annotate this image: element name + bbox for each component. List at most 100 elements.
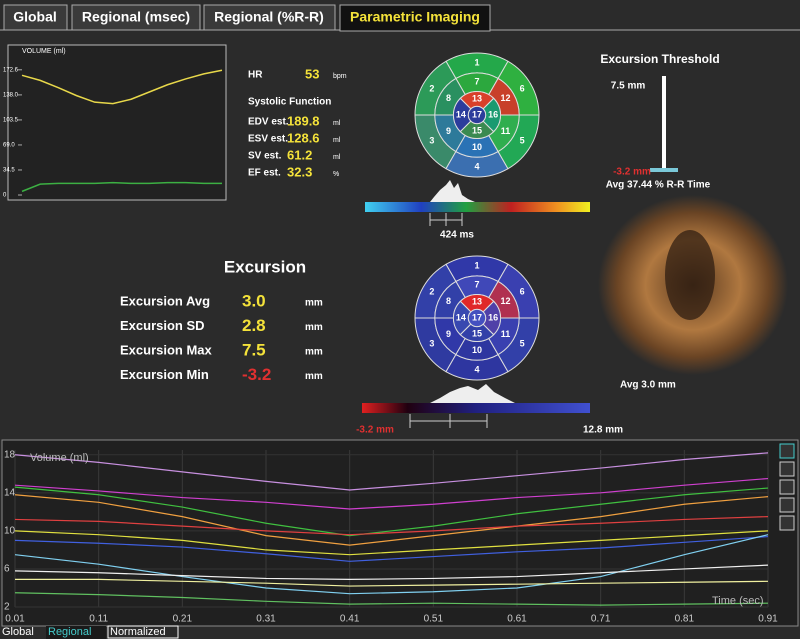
x-tick-label: 0.01	[5, 614, 25, 625]
volume-panel	[7, 44, 227, 201]
range-bracket	[409, 414, 488, 428]
color-bar	[365, 202, 590, 212]
segment-label: 8	[446, 296, 451, 306]
segment-label: 13	[472, 93, 482, 103]
color-bar	[362, 403, 590, 413]
segment-label: 2	[429, 286, 434, 296]
echo-cavity	[665, 230, 715, 320]
scale-min: -3.2 mm	[356, 425, 394, 436]
segment-label: 11	[501, 329, 511, 339]
bottom-tab[interactable]: Normalized	[110, 626, 166, 638]
segment-label: 15	[472, 328, 482, 338]
volume-line	[21, 69, 223, 105]
x-tick-label: 0.11	[89, 614, 108, 625]
volume-line	[21, 181, 222, 193]
scale-max: 12.8 mm	[583, 425, 623, 436]
x-tick-label: 0.91	[758, 614, 778, 625]
stat-unit: ml	[333, 137, 341, 144]
excursion-rows: Excursion Avg 3.0 mm Excursion SD 2.8 mm Excur…	[120, 291, 323, 384]
regional-line	[14, 477, 769, 510]
segment-label: 7	[474, 280, 479, 290]
tool-button[interactable]	[779, 515, 795, 531]
segment-label: 10	[472, 142, 482, 152]
segment-label: 9	[446, 329, 451, 339]
stat-label: HR	[248, 70, 263, 81]
stat-label: ESV est.	[248, 134, 288, 145]
bottom-tab-box[interactable]	[107, 625, 179, 639]
segment-label: 10	[472, 345, 482, 355]
x-tick-label: 0.81	[675, 614, 695, 625]
excursion-unit: mm	[305, 298, 323, 309]
stat-label: SV est.	[248, 151, 282, 162]
segment-label: 12	[500, 93, 510, 103]
tab-active[interactable]	[339, 4, 491, 32]
y-tick-label: 14	[4, 487, 16, 498]
segment-label: 6	[520, 286, 525, 296]
x-tick-label: 0.21	[173, 614, 193, 625]
x-tick-label: 0.31	[256, 614, 276, 625]
x-axis-label: Time (sec)	[712, 595, 764, 607]
excursion-value: 7.5	[242, 340, 266, 359]
y-tick-label: 34.5	[3, 168, 15, 174]
stat-label: EF est.	[248, 168, 281, 179]
segment-label: 14	[456, 312, 466, 322]
regional-line	[14, 535, 769, 562]
tab-label[interactable]: Parametric Imaging	[350, 9, 480, 25]
segment-label: 17	[472, 109, 482, 119]
volume-title: VOLUME (ml)	[22, 48, 66, 55]
regional-line	[15, 578, 769, 587]
segment-label: 14	[456, 109, 466, 119]
tab-label[interactable]: Regional (msec)	[82, 9, 190, 25]
stat-value: 53	[305, 66, 319, 81]
segment-label: 13	[472, 296, 482, 306]
regional-line	[14, 534, 769, 595]
regional-line	[14, 530, 769, 556]
bottom-tab[interactable]: Regional	[48, 626, 91, 638]
segment-label: 16	[488, 312, 498, 322]
segment-label: 5	[520, 135, 525, 145]
stat-label: EDV est.	[248, 117, 289, 128]
tab-label[interactable]: Regional (%R-R)	[214, 9, 324, 25]
stat-heading: Systolic Function	[248, 97, 331, 108]
y-tick-label: 172.6	[3, 67, 19, 73]
y-axis-label: Volume (ml)	[30, 452, 89, 464]
threshold-avg: Avg 37.44 % R-R Time	[606, 180, 711, 191]
threshold-handle[interactable]	[650, 168, 678, 172]
segment-label: 16	[488, 109, 498, 119]
segment-label: 7	[474, 77, 479, 87]
bottom-tab-active[interactable]	[46, 626, 106, 639]
tool-button[interactable]	[779, 461, 795, 477]
tab[interactable]	[203, 4, 336, 31]
y-tick-label: 6	[4, 564, 10, 575]
segment-label: 5	[520, 338, 525, 348]
tool-button[interactable]	[779, 479, 795, 495]
regional-line	[14, 592, 769, 606]
x-tick-label: 0.41	[340, 614, 360, 625]
y-tick-label: 10	[4, 526, 16, 537]
tab[interactable]	[71, 4, 201, 31]
tool-button[interactable]	[779, 443, 795, 459]
stat-value: 61.2	[287, 147, 312, 162]
stat-unit: bpm	[333, 73, 347, 80]
segment-label: 11	[501, 126, 511, 136]
excursion-value: 2.8	[242, 316, 266, 335]
tab[interactable]	[3, 4, 68, 31]
regional-chart: 0.01 0.11 0.21 0.31 0.41 0.51 0.61 0.71 0.81 0.91…	[4, 449, 778, 624]
regional-panel	[1, 439, 799, 627]
segment-label: 3	[429, 135, 434, 145]
segment-label: 8	[446, 93, 451, 103]
threshold-max: 7.5 mm	[611, 81, 646, 92]
tab-label[interactable]: Global	[13, 9, 57, 25]
tool-button[interactable]	[779, 497, 795, 513]
segment-label: 1	[474, 57, 479, 67]
bottom-tab[interactable]: Global	[2, 626, 34, 638]
regional-line	[14, 452, 769, 491]
regional-line	[14, 486, 769, 537]
histogram	[430, 180, 475, 202]
stat-rows: EDV est.189.8 ml ESV est.128.6 ml SV est. 61.…	[248, 113, 341, 179]
stat-value: 32.3	[287, 164, 312, 179]
